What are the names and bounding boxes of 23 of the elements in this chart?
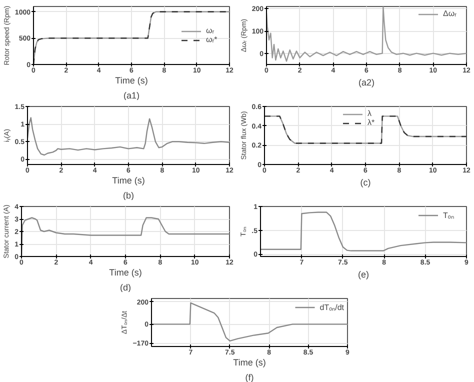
legend-label: λ [368,109,372,118]
line-series [152,302,348,342]
legend-label: Δωᵣ [443,9,458,18]
text: (e) [358,270,370,280]
text: (f) [245,372,254,382]
x-axis-title: Time (s) [233,358,266,368]
legend-label: dTₒₙ/dt [320,302,344,312]
x-axis-title: Time (s) [112,176,145,186]
text: (c) [360,178,371,188]
text: (a2) [358,78,375,88]
line-series [28,117,230,156]
legend-label: Tₒₙ [443,210,455,220]
text: (d) [120,282,132,292]
line-series [266,6,466,62]
legend-label: λ* [368,118,376,127]
text: (a1) [124,90,140,100]
line-series [264,116,466,144]
x-axis-title: Time (s) [115,76,148,86]
line-series [260,212,466,252]
legend-label: ωᵣ* [206,35,218,44]
legend-label: ωᵣ [206,26,216,35]
x-axis-title: Time (s) [109,268,142,278]
text: (b) [123,190,134,200]
